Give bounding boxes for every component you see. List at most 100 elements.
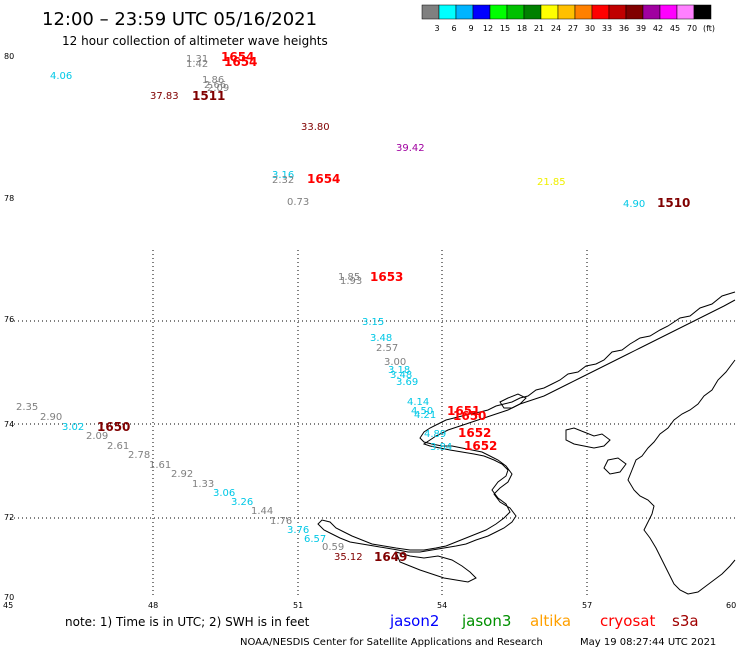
wave-height-value: 2.09 xyxy=(86,431,108,442)
wave-height-value: 1.33 xyxy=(192,479,214,490)
scale-label: 70 xyxy=(687,24,697,33)
lat-label: 72 xyxy=(4,513,14,522)
scale-swatch xyxy=(455,4,474,20)
pass-id-label: 1652 xyxy=(458,426,491,440)
lat-label: 70 xyxy=(4,593,14,602)
scale-swatch xyxy=(574,4,593,20)
scale-label: 27 xyxy=(568,24,578,33)
lon-label: 51 xyxy=(293,601,303,610)
wave-height-value: 6.57 xyxy=(304,534,326,545)
pass-id-label: 1654 xyxy=(307,172,340,186)
coastline-fjord xyxy=(499,393,527,409)
scale-swatch xyxy=(438,4,457,20)
map-title: 12:00 – 23:59 UTC 05/16/2021 xyxy=(42,9,317,30)
scale-label: 3 xyxy=(434,24,439,33)
wave-height-value: 3.84 xyxy=(430,442,452,453)
wave-height-value: 1.86 xyxy=(202,75,224,86)
scale-label: 15 xyxy=(500,24,510,33)
coastline xyxy=(317,291,736,595)
wave-height-value: 1.42 xyxy=(186,59,208,70)
footer-note: note: 1) Time is in UTC; 2) SWH is in fe… xyxy=(65,615,310,629)
lon-label: 45 xyxy=(3,601,13,610)
satellite-name: cryosat xyxy=(600,612,655,630)
lat-label: 78 xyxy=(4,194,14,203)
wave-height-observations: 1.311.424.06 1.862.662.0937.8333.8039.423… xyxy=(16,54,645,563)
scale-label: 39 xyxy=(636,24,646,33)
wave-height-value: 35.12 xyxy=(334,552,363,563)
wave-height-value: 4.06 xyxy=(50,71,72,82)
satellite-name: jason3 xyxy=(461,612,511,630)
scale-swatch xyxy=(557,4,576,20)
scale-label: 9 xyxy=(468,24,473,33)
wave-height-value: 3.69 xyxy=(396,377,418,388)
scale-label: 21 xyxy=(534,24,544,33)
wave-height-value: 2.90 xyxy=(40,412,62,423)
scale-label: 30 xyxy=(585,24,595,33)
map-subtitle: 12 hour collection of altimeter wave hei… xyxy=(62,34,328,48)
wave-height-color-scale: 3 6 9 12 15 18 21 24 27 30 33 36 39 42 45 70 (ft) xyxy=(421,4,715,33)
wave-height-value: 2.66 xyxy=(204,80,226,91)
wave-height-value: 1.44 xyxy=(251,506,273,517)
wave-height-value: 4.89 xyxy=(424,429,446,440)
coastline-mainland xyxy=(317,291,736,553)
scale-swatch xyxy=(472,4,491,20)
scale-swatch xyxy=(540,4,559,20)
wave-height-value: 1.93 xyxy=(340,276,362,287)
wave-height-value: 33.80 xyxy=(301,122,330,133)
coastline-east-island xyxy=(627,359,736,595)
wave-height-value: 2.78 xyxy=(128,450,150,461)
scale-label: 12 xyxy=(483,24,493,33)
scale-swatch xyxy=(506,4,525,20)
timestamp: May 19 08:27:44 UTC 2021 xyxy=(580,637,716,648)
wave-height-value: 2.92 xyxy=(171,469,193,480)
scale-swatch xyxy=(625,4,644,20)
wave-height-value: 4.14 xyxy=(407,397,429,408)
satellite-legend: jason2 jason3 altika cryosat s3a xyxy=(389,612,699,630)
wave-height-value: 1.61 xyxy=(149,460,171,471)
pass-id-label: 1650 xyxy=(97,420,130,434)
pass-id-label: 1650 xyxy=(453,409,486,423)
wave-height-value: 3.48 xyxy=(370,333,392,344)
wave-height-value: 3.15 xyxy=(362,317,384,328)
lat-label: 74 xyxy=(4,420,14,429)
satellite-name: s3a xyxy=(672,612,699,630)
lat-label: 76 xyxy=(4,315,14,324)
wave-height-value: 2.09 xyxy=(207,83,229,94)
scale-swatch xyxy=(591,4,610,20)
wave-height-value: 0.59 xyxy=(322,542,344,553)
wave-height-value: 1.31 xyxy=(186,54,208,65)
wave-height-value: 2.32 xyxy=(272,175,294,186)
scale-swatch xyxy=(693,4,712,20)
wave-height-value: 3.06 xyxy=(213,488,235,499)
satellite-name: altika xyxy=(530,612,571,630)
pass-id-label: 1653 xyxy=(370,270,403,284)
scale-label: (ft) xyxy=(703,24,715,33)
scale-label: 33 xyxy=(602,24,612,33)
wave-height-value: 3.18 xyxy=(388,365,410,376)
scale-swatch xyxy=(489,4,508,20)
latitude-labels: 80 78 76 74 72 70 xyxy=(4,52,14,602)
wave-height-value: 3.48 xyxy=(390,370,412,381)
wave-height-value: 39.42 xyxy=(396,143,425,154)
wave-height-value: 4.50 xyxy=(411,406,433,417)
wave-height-value: 21.85 xyxy=(537,177,566,188)
scale-label: 45 xyxy=(670,24,680,33)
scale-swatch xyxy=(676,4,695,20)
scale-label: 42 xyxy=(653,24,663,33)
credit-line: NOAA/NESDIS Center for Satellite Applica… xyxy=(240,637,543,648)
scale-swatch xyxy=(421,4,440,20)
wave-height-value: 3.76 xyxy=(287,525,309,536)
lon-label: 60 xyxy=(726,601,736,610)
wave-height-value: 1.85 xyxy=(338,272,360,283)
graticule xyxy=(10,250,735,598)
wave-height-value: 1.76 xyxy=(270,516,292,527)
satellite-name: jason2 xyxy=(389,612,439,630)
pass-id-label: 1652 xyxy=(464,439,497,453)
lat-label: 80 xyxy=(4,52,14,61)
pass-id-label: 1510 xyxy=(657,196,690,210)
scale-label: 36 xyxy=(619,24,629,33)
pass-id-label: 1654 xyxy=(224,55,257,69)
wave-height-value: 4.21 xyxy=(414,410,436,421)
